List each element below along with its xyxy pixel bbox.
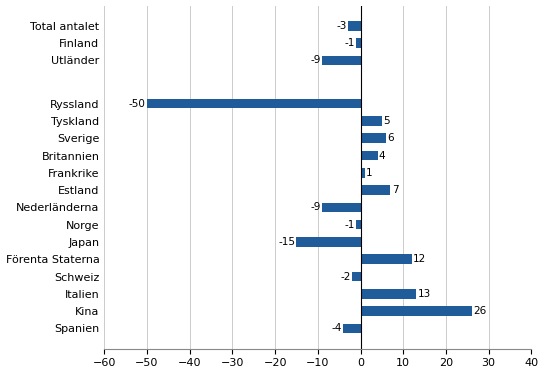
Bar — [343, 324, 361, 333]
Text: 1: 1 — [366, 168, 373, 178]
Bar — [361, 186, 391, 195]
Bar — [356, 39, 361, 48]
Bar — [361, 151, 378, 160]
Text: 4: 4 — [379, 150, 386, 160]
Text: 13: 13 — [417, 289, 431, 299]
Text: -3: -3 — [336, 21, 347, 31]
Bar — [361, 168, 365, 178]
Bar — [147, 99, 361, 108]
Text: 12: 12 — [413, 254, 426, 264]
Text: -50: -50 — [129, 99, 146, 109]
Text: -1: -1 — [344, 220, 355, 230]
Text: 5: 5 — [383, 116, 390, 126]
Text: -9: -9 — [311, 55, 321, 65]
Text: -15: -15 — [278, 237, 295, 247]
Bar — [361, 134, 386, 143]
Bar — [322, 56, 361, 65]
Bar — [361, 289, 416, 298]
Bar — [296, 237, 361, 247]
Text: -1: -1 — [344, 38, 355, 48]
Text: -9: -9 — [311, 202, 321, 212]
Text: -4: -4 — [332, 324, 342, 333]
Bar — [361, 306, 472, 316]
Bar — [322, 203, 361, 212]
Text: 26: 26 — [473, 306, 486, 316]
Text: 7: 7 — [392, 185, 398, 195]
Bar — [352, 272, 361, 281]
Text: 6: 6 — [387, 133, 394, 143]
Text: -2: -2 — [341, 272, 351, 282]
Bar — [361, 254, 412, 264]
Bar — [356, 220, 361, 229]
Bar — [361, 116, 382, 126]
Bar — [348, 21, 361, 31]
